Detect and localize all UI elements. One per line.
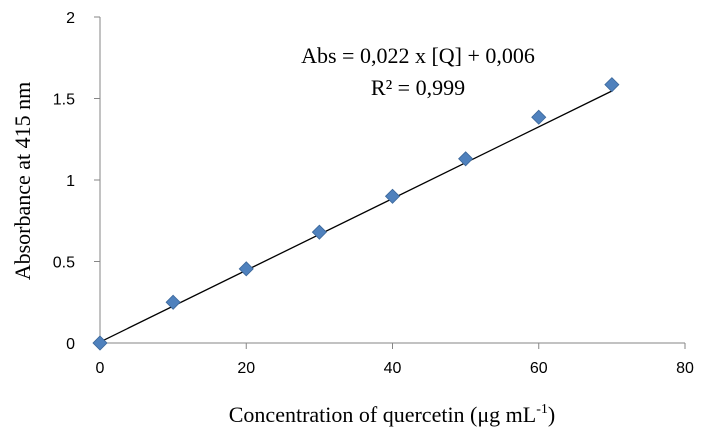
equation-annotation: Abs = 0,022 x [Q] + 0,006 — [301, 43, 535, 68]
x-axis-title: Concentration of quercetin (μg mL-1) — [229, 402, 555, 427]
y-axis-title: Absorbance at 415 nm — [10, 82, 35, 281]
data-point-marker — [238, 261, 254, 277]
x-tick-label: 0 — [96, 360, 105, 377]
x-tick-label: 80 — [676, 360, 694, 377]
data-point-marker — [165, 294, 181, 310]
trendline — [99, 90, 613, 343]
x-tick-label: 40 — [384, 360, 402, 377]
x-tick-label: 20 — [237, 360, 255, 377]
x-ticks: 0 20 40 60 80 — [96, 343, 694, 377]
y-tick-label: 0.5 — [53, 255, 75, 272]
data-point-marker — [531, 109, 547, 125]
data-points — [92, 77, 620, 351]
y-tick-label: 1.5 — [53, 92, 75, 109]
y-ticks: 0 0.5 1 1.5 2 — [53, 10, 100, 353]
y-tick-label: 2 — [66, 10, 75, 27]
data-point-marker — [92, 335, 108, 351]
data-point-marker — [311, 224, 327, 240]
x-tick-label: 60 — [530, 360, 548, 377]
data-point-marker — [384, 188, 401, 204]
y-tick-label: 0 — [66, 336, 75, 353]
r-squared-annotation: R² = 0,999 — [371, 75, 465, 100]
y-tick-label: 1 — [66, 173, 75, 190]
data-point-marker — [604, 77, 620, 93]
data-point-marker — [458, 151, 474, 167]
